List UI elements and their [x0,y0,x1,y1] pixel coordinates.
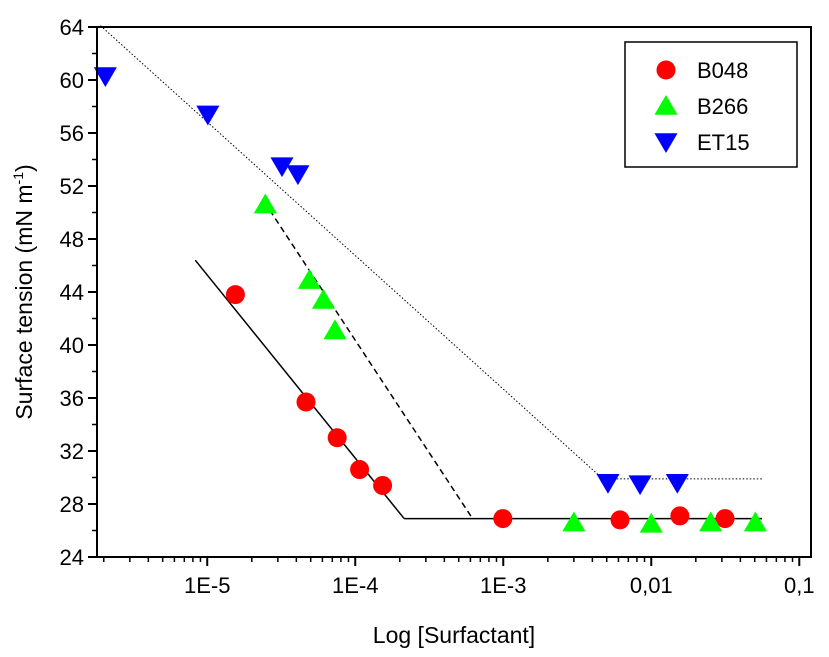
data-point-b266-5 [562,511,586,532]
y-axis-title: Surface tension (mN m-1) [10,164,37,419]
data-point-b048-2 [296,392,316,412]
data-point-b048-9 [715,509,735,529]
y-axis-title-sup: -1 [10,172,26,185]
data-point-b266-6 [639,512,663,533]
y-tick-label: 32 [60,439,84,464]
data-point-b048-4 [350,460,370,480]
y-tick-label: 48 [60,227,84,252]
data-point-b266-3 [311,288,336,309]
data-point-b048-8 [670,506,690,526]
data-point-et15-3 [270,157,294,178]
y-tick-label: 36 [60,386,84,411]
y-tick-label: 56 [60,121,84,146]
data-point-b266-4 [323,319,347,340]
fit-line-et15-1 [100,25,604,480]
x-axis: 1E-5 1E-4 1E-3 0,01 0,1 [103,557,815,598]
y-tick-label: 64 [60,15,84,40]
data-point-et15-4 [286,165,310,186]
x-axis-title: Log [Surfactant] [373,622,535,648]
data-point-b048-3 [327,428,347,448]
legend-label-b266: B266 [697,94,748,119]
data-point-b266-1 [253,193,277,214]
y-axis: 24 28 32 36 40 44 48 52 56 60 64 [60,15,97,570]
points-layer [93,67,767,533]
data-point-b048-7 [610,510,630,530]
data-point-et15-2 [196,105,220,126]
data-point-et15-7 [665,474,689,494]
fit-line-b048-1 [194,259,405,520]
data-point-et15-1 [93,67,117,88]
data-point-et15-5 [596,474,620,494]
legend-marker-et15 [654,133,678,153]
data-point-b048-1 [225,285,245,305]
data-point-b266-7 [699,511,723,532]
y-tick-label: 52 [60,174,84,199]
data-point-b266-2 [297,269,321,289]
x-tick-label: 1E-4 [332,573,378,598]
data-point-b048-6 [493,509,513,529]
y-tick-label: 60 [60,68,84,93]
legend: B048 B266 ET15 [624,41,798,168]
legend-box [624,41,798,168]
y-tick-label: 44 [60,280,84,305]
legend-marker-b266 [654,95,678,115]
x-tick-label: 1E-3 [480,573,526,598]
y-axis-title-main: Surface tension (mN m [11,184,37,419]
legend-label-et15: ET15 [697,130,750,155]
fit-lines-layer [100,25,763,520]
y-tick-label: 28 [60,492,84,517]
fit-line-b266-1 [263,201,474,519]
data-point-b048-5 [373,475,393,495]
x-tick-label: 0,1 [784,573,815,598]
legend-label-b048: B048 [697,58,748,83]
data-point-et15-6 [628,475,652,496]
x-tick-label: 1E-5 [184,573,230,598]
legend-marker-b048 [656,60,676,80]
y-tick-label: 40 [60,333,84,358]
data-point-b266-8 [743,511,767,532]
y-tick-label: 24 [60,545,84,570]
x-tick-label: 0,01 [630,573,673,598]
y-axis-title-close: ) [11,164,37,172]
